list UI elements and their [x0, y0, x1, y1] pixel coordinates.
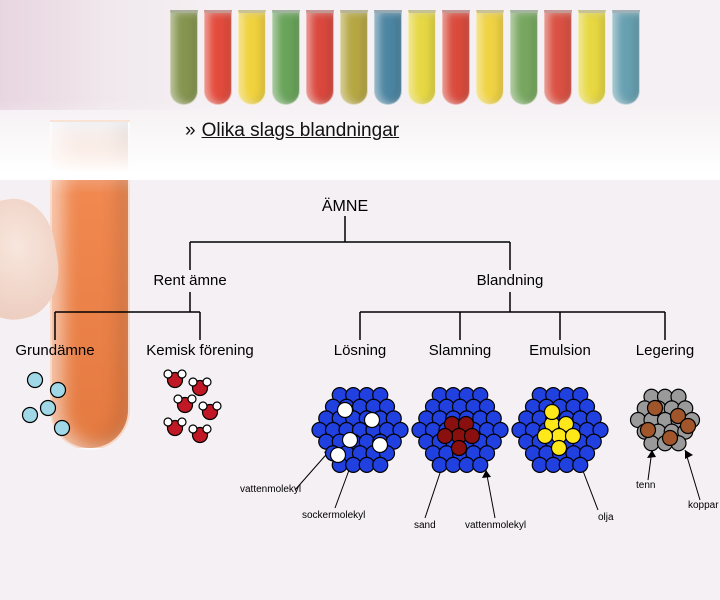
content-area: » Olika slags blandningar	[0, 120, 720, 540]
test-tube	[238, 10, 266, 105]
test-tube	[170, 10, 198, 105]
test-tube	[612, 10, 640, 105]
molecule-clusters	[0, 180, 720, 600]
test-tube	[306, 10, 334, 105]
test-tube	[442, 10, 470, 105]
test-tube	[204, 10, 232, 105]
test-tube	[272, 10, 300, 105]
page-title: » Olika slags blandningar	[185, 120, 399, 142]
test-tube-row	[120, 0, 690, 105]
test-tube	[544, 10, 572, 105]
test-tube	[578, 10, 606, 105]
test-tube	[374, 10, 402, 105]
concept-tree: ÄMNE Rent ämne Blandning Grundämne Kemis…	[0, 180, 720, 540]
title-text: Olika slags blandningar	[202, 120, 400, 141]
test-tube	[340, 10, 368, 105]
test-tube	[476, 10, 504, 105]
test-tube	[408, 10, 436, 105]
test-tube	[510, 10, 538, 105]
title-arrow: »	[185, 120, 196, 141]
